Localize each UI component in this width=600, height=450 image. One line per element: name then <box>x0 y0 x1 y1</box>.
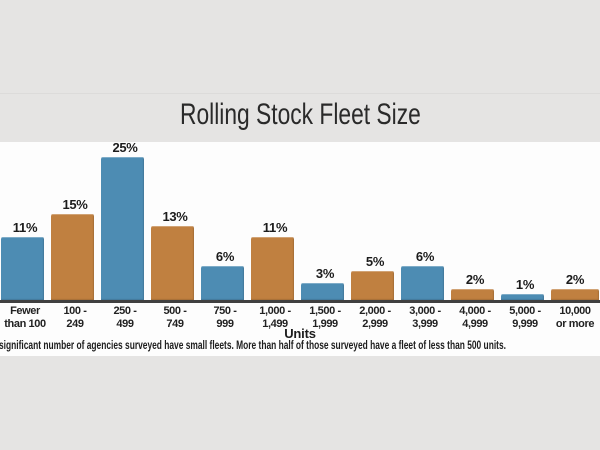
bar <box>201 266 244 300</box>
chart-title: Rolling Stock Fleet Size <box>179 98 421 131</box>
bar-value-label: 15% <box>62 197 88 212</box>
x-tick-label: 3,000 -3,999 <box>409 305 441 330</box>
bar <box>501 294 544 300</box>
x-axis-line <box>0 300 600 303</box>
x-tick-label: Fewer than 100 <box>4 305 46 330</box>
bar-value-label: 6% <box>415 249 435 264</box>
bar-value-label: 11% <box>262 220 288 235</box>
x-tick-label: 10,000 or more <box>555 305 595 330</box>
bar-value-label: 2% <box>565 272 585 287</box>
bar <box>401 266 444 300</box>
x-tick-label: 2,000 -2,999 <box>359 305 391 330</box>
bar-value-label: 2% <box>465 272 485 287</box>
x-tick-label: 1,500 -1,999 <box>309 305 341 330</box>
x-tick-label: 250 -499 <box>113 305 137 330</box>
bar-value-label: 1% <box>515 277 535 292</box>
x-tick-label: 500 -749 <box>163 305 187 330</box>
bar-value-label: 3% <box>315 266 335 281</box>
chart-panel: 11% Fewer than 100 15% 100 -249 25% 250 -499 13… <box>0 140 600 356</box>
x-tick-label: 750 -999 <box>213 305 237 330</box>
bar <box>351 271 394 300</box>
bar <box>101 157 144 300</box>
title-band: Rolling Stock Fleet Size <box>0 98 600 132</box>
bar <box>1 237 44 300</box>
bar <box>301 283 344 300</box>
bar-value-label: 13% <box>162 209 188 224</box>
bar-value-label: 25% <box>112 140 138 155</box>
bar <box>451 289 494 300</box>
chart-caption: significant number of agencies surveyed … <box>0 338 506 352</box>
bar-value-label: 11% <box>12 220 38 235</box>
x-tick-label: 100 -249 <box>63 305 87 330</box>
bar-value-label: 5% <box>365 254 385 269</box>
x-tick-label: 1,000 -1,499 <box>259 305 291 330</box>
bar-value-label: 6% <box>215 249 235 264</box>
background-seam <box>0 93 600 94</box>
bar <box>251 237 294 300</box>
bar <box>551 289 599 300</box>
x-tick-label: 4,000 -4,999 <box>459 305 491 330</box>
x-tick-label: 5,000 -9,999 <box>509 305 541 330</box>
bar-chart: 11% Fewer than 100 15% 100 -249 25% 250 -499 13… <box>0 140 600 356</box>
bar <box>51 214 94 300</box>
x-axis-title: Units <box>284 326 316 341</box>
bar <box>151 226 194 300</box>
